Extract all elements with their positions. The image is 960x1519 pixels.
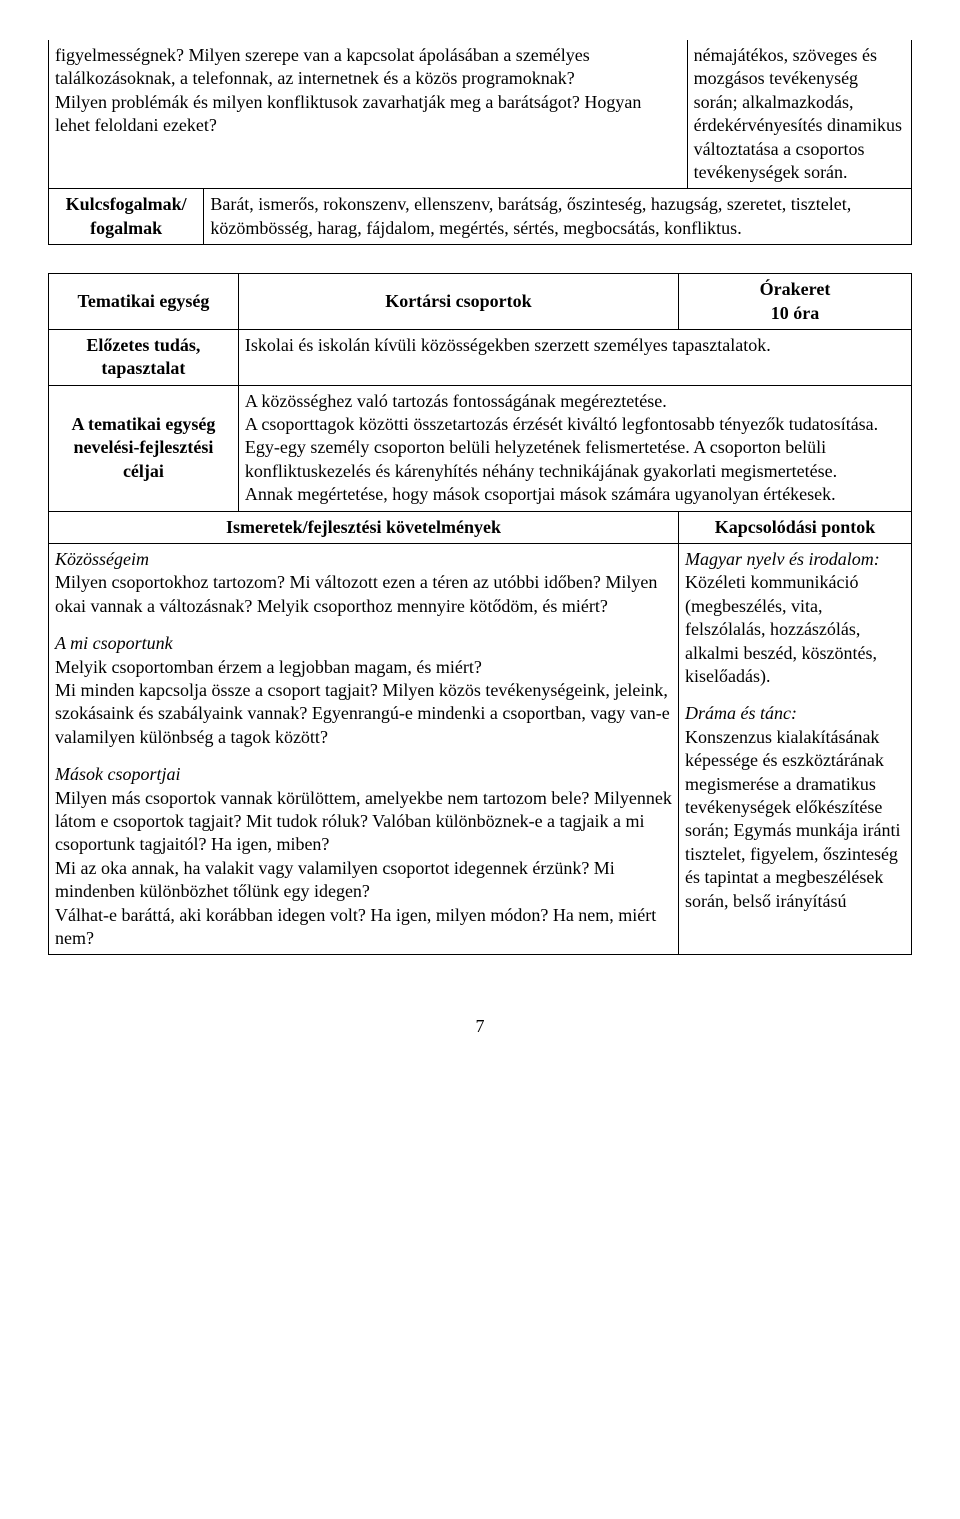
cell-celok-text: A közösséghez való tartozás fontosságána… bbox=[238, 385, 911, 511]
cell-elozetes-text: Iskolai és iskolán kívüli közösségekben … bbox=[238, 329, 911, 385]
text-kulcsfogalmak: Barát, ismerős, rokonszenv, ellenszenv, … bbox=[210, 193, 905, 240]
text-questions: figyelmességnek? Milyen szerepe van a ka… bbox=[55, 44, 681, 138]
text-right-notes: némajátékos, szöveges és mozgásos tevéke… bbox=[694, 44, 905, 184]
cell-tematikai-egyseg: Tematikai egység bbox=[49, 274, 239, 330]
cell-elozetes-label: Előzetes tudás, tapasztalat bbox=[49, 329, 239, 385]
header-ismeretek: Ismeretek/fejlesztési követelmények bbox=[55, 516, 672, 539]
cell-kulcsfogalmak-label: Kulcsfogalmak/ fogalmak bbox=[49, 189, 204, 245]
label-kulcsfogalmak: Kulcsfogalmak/ fogalmak bbox=[55, 193, 197, 240]
heading-micsoportunk: A mi csoportunk bbox=[55, 632, 672, 655]
label-tematikai-egyseg: Tematikai egység bbox=[55, 290, 232, 313]
heading-drama: Dráma és tánc: bbox=[685, 702, 905, 725]
heading-masokcsoportjai: Mások csoportjai bbox=[55, 763, 672, 786]
label-elozetes: Előzetes tudás, tapasztalat bbox=[55, 334, 232, 381]
heading-magyar: Magyar nyelv és irodalom: bbox=[685, 548, 905, 571]
cell-right-notes: némajátékos, szöveges és mozgásos tevéke… bbox=[687, 40, 911, 189]
table-main: Tematikai egység Kortársi csoportok Órak… bbox=[48, 273, 912, 955]
label-orakeret: Órakeret 10 óra bbox=[685, 278, 905, 325]
cell-content-right: Magyar nyelv és irodalom: Közéleti kommu… bbox=[679, 544, 912, 955]
label-celok: A tematikai egység nevelési-fejlesztési … bbox=[55, 413, 232, 483]
cell-ismeretek-header: Ismeretek/fejlesztési követelmények bbox=[49, 511, 679, 543]
heading-kozossegeim: Közösségeim bbox=[55, 548, 672, 571]
cell-kulcsfogalmak-text: Barát, ismerős, rokonszenv, ellenszenv, … bbox=[204, 189, 912, 245]
text-celok: A közösséghez való tartozás fontosságána… bbox=[245, 390, 905, 507]
cell-kapcsolodasi-header: Kapcsolódási pontok bbox=[679, 511, 912, 543]
para-drama: Konszenzus kialakításának képessége és e… bbox=[685, 726, 905, 913]
header-kapcsolodasi: Kapcsolódási pontok bbox=[685, 516, 905, 539]
title-kortarsi: Kortársi csoportok bbox=[245, 290, 672, 313]
para-masokcsoportjai: Milyen más csoportok vannak körülöttem, … bbox=[55, 787, 672, 951]
text-elozetes: Iskolai és iskolán kívüli közösségekben … bbox=[245, 334, 905, 357]
cell-questions: figyelmességnek? Milyen szerepe van a ka… bbox=[49, 40, 688, 189]
para-micsoportunk: Melyik csoportomban érzem a legjobban ma… bbox=[55, 656, 672, 750]
para-magyar: Közéleti kommunikáció (megbeszélés, vita… bbox=[685, 571, 905, 688]
para-kozossegeim: Milyen csoportokhoz tartozom? Mi változo… bbox=[55, 571, 672, 618]
table-top: figyelmességnek? Milyen szerepe van a ka… bbox=[48, 40, 912, 245]
page-number: 7 bbox=[48, 1015, 912, 1038]
cell-kortarsi: Kortársi csoportok bbox=[238, 274, 678, 330]
cell-content-left: Közösségeim Milyen csoportokhoz tartozom… bbox=[49, 544, 679, 955]
cell-celok-label: A tematikai egység nevelési-fejlesztési … bbox=[49, 385, 239, 511]
cell-orakeret: Órakeret 10 óra bbox=[679, 274, 912, 330]
